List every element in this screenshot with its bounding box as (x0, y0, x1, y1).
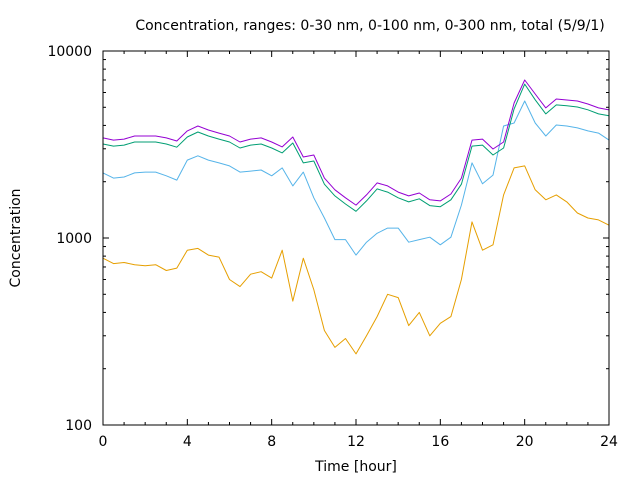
axis-ticks (102, 51, 610, 426)
series-group (102, 79, 610, 355)
plot-frame (102, 50, 610, 426)
x-tick-label: 12 (347, 434, 365, 450)
series-line-total (102, 79, 610, 206)
x-tick-label: 0 (99, 434, 108, 450)
y-tick-label: 10000 (47, 44, 92, 60)
x-tick-label: 20 (516, 434, 534, 450)
chart-title: Concentration, ranges: 0-30 nm, 0-100 nm… (135, 18, 604, 34)
x-tick-label: 24 (600, 434, 618, 450)
x-tick-label: 4 (183, 434, 192, 450)
y-axis-label: Concentration (8, 188, 24, 287)
x-tick-label: 16 (431, 434, 449, 450)
series-line-0-100-nm (102, 100, 610, 256)
y-tick-label: 1000 (56, 231, 92, 247)
x-tick-label: 8 (267, 434, 276, 450)
x-axis-label: Time [hour] (314, 459, 397, 475)
axis-tick-labels: 0 4 8 12 16 20 24 100 1000 10000 (47, 44, 618, 450)
y-tick-label: 100 (65, 418, 92, 434)
series-line-0-300-nm (102, 83, 610, 212)
series-line-0-30-nm (102, 165, 610, 355)
